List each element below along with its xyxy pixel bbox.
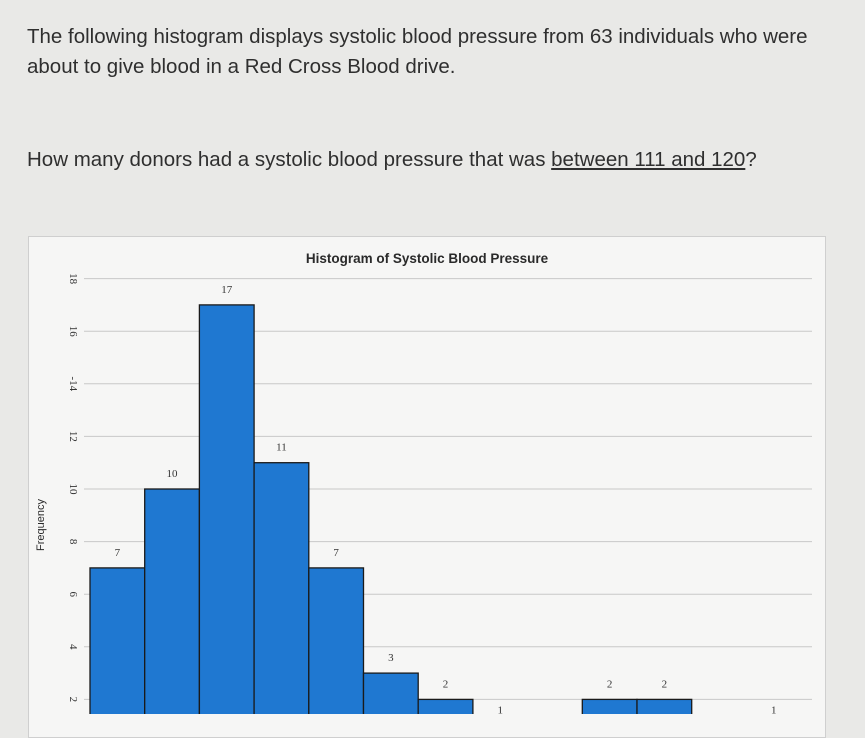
question-text: How many donors had a systolic blood pre…: [27, 146, 827, 174]
question-prefix: How many donors had a systolic blood pre…: [27, 148, 552, 171]
histogram-bar: [253, 462, 310, 714]
bar-data-label: 2: [607, 678, 613, 690]
y-axis-label: Frequency: [35, 499, 47, 551]
bar-data-label: 1: [498, 705, 504, 714]
histogram-bar: [89, 567, 146, 714]
histogram-bar: [417, 698, 474, 714]
y-tick-label: 6: [67, 591, 79, 597]
bar-data-label: 11: [276, 442, 287, 454]
intro-text: The following histogram displays systoli…: [27, 25, 808, 78]
y-tick-label: 12: [67, 431, 79, 442]
bar-data-label: 10: [167, 468, 179, 480]
y-tick-label: 10: [67, 484, 79, 496]
bar-data-label: 7: [333, 547, 339, 559]
chart-title: Histogram of Systolic Blood Pressure: [306, 251, 549, 266]
histogram-bar: [144, 488, 201, 714]
histogram-chart: Histogram of Systolic Blood Pressure Fre…: [35, 251, 812, 714]
question-suffix: ?: [745, 148, 757, 171]
bar-data-label: 2: [443, 678, 449, 690]
y-tick-label: 4: [67, 644, 79, 650]
y-tick-label: -14: [67, 376, 79, 391]
y-tick-label: 8: [67, 539, 79, 545]
histogram-bar: [198, 304, 255, 714]
histogram-bar: [636, 698, 693, 714]
y-tick-label: 2: [67, 697, 79, 703]
bar-data-label: 17: [221, 284, 233, 296]
bar-data-label: 1: [771, 705, 777, 714]
y-tick-label: 18: [67, 273, 79, 285]
histogram-bar: [581, 698, 638, 714]
histogram-bar: [362, 672, 419, 714]
question-underlined-range: between 111 and 120: [551, 148, 746, 171]
bar-data-label: 2: [662, 678, 668, 690]
bar-data-label: 7: [115, 547, 121, 559]
histogram-bar: [308, 567, 365, 714]
bar-data-label: 3: [388, 652, 394, 664]
y-tick-label: 16: [67, 326, 79, 338]
